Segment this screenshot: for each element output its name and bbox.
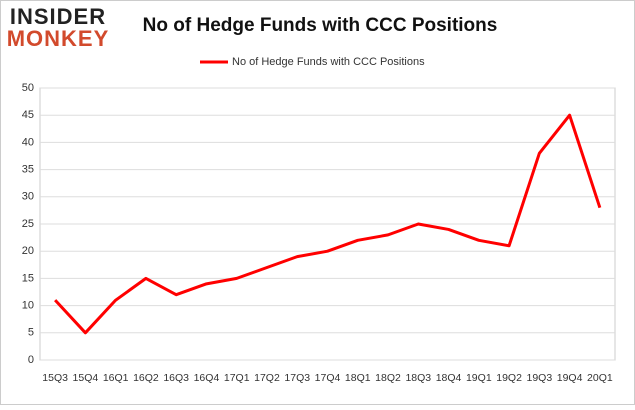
- x-tick-label: 16Q2: [133, 372, 159, 384]
- x-tick-label: 18Q2: [375, 372, 401, 384]
- x-tick-label: 18Q1: [345, 372, 371, 384]
- x-tick-label: 17Q4: [315, 372, 341, 384]
- x-tick-label: 17Q2: [254, 372, 280, 384]
- x-tick-label: 15Q3: [42, 372, 68, 384]
- x-tick-label: 18Q4: [436, 372, 462, 384]
- y-tick-label: 0: [28, 354, 34, 366]
- logo-top: INSIDER: [10, 4, 106, 29]
- y-tick-label: 20: [22, 245, 34, 257]
- y-tick-label: 5: [28, 327, 34, 339]
- legend-label: No of Hedge Funds with CCC Positions: [232, 56, 425, 68]
- y-tick-label: 30: [22, 191, 34, 203]
- x-tick-label: 16Q3: [163, 372, 189, 384]
- y-tick-label: 40: [22, 136, 34, 148]
- data-line: [54, 113, 602, 335]
- x-tick-label: 19Q3: [526, 372, 552, 384]
- x-tick-label: 19Q4: [557, 372, 583, 384]
- y-tick-label: 10: [22, 300, 34, 312]
- x-tick-label: 17Q3: [284, 372, 310, 384]
- y-tick-label: 25: [22, 218, 34, 230]
- y-tick-label: 45: [22, 109, 34, 121]
- y-tick-label: 50: [22, 82, 34, 94]
- x-tick-label: 19Q2: [496, 372, 522, 384]
- x-tick-label: 16Q1: [103, 372, 129, 384]
- x-tick-label: 20Q1: [587, 372, 613, 384]
- x-tick-label: 19Q1: [466, 372, 492, 384]
- y-tick-label: 35: [22, 164, 34, 176]
- logo-bottom: MONKEY: [7, 26, 110, 51]
- x-tick-label: 16Q4: [194, 372, 220, 384]
- x-tick-label: 17Q1: [224, 372, 250, 384]
- x-tick-label: 15Q4: [73, 372, 99, 384]
- chart-title: No of Hedge Funds with CCC Positions: [143, 15, 498, 36]
- y-tick-label: 15: [22, 272, 34, 284]
- x-tick-label: 18Q3: [405, 372, 431, 384]
